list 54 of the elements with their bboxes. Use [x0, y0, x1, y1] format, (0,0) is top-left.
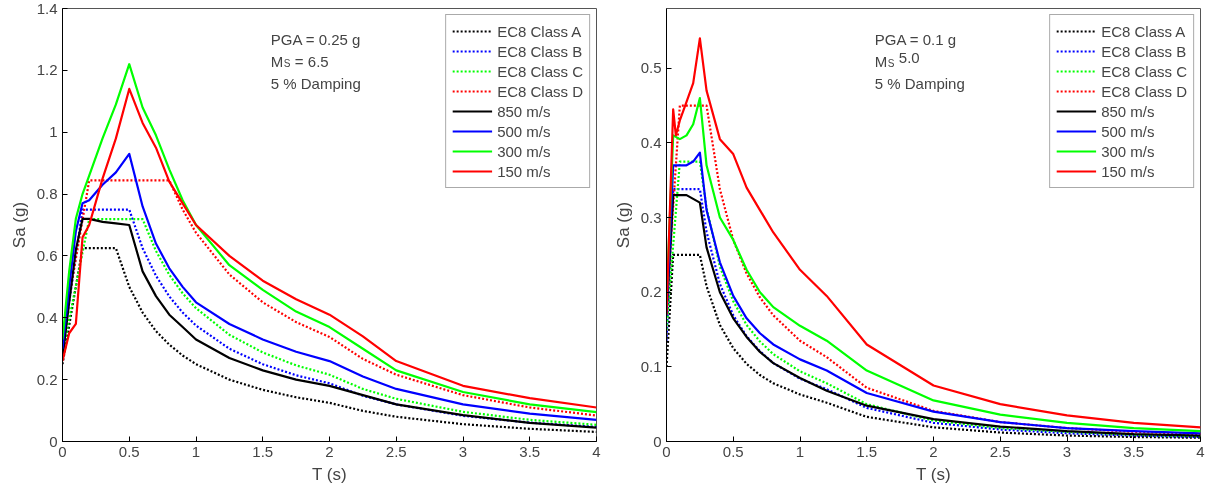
legend-label: 300 m/s — [1101, 142, 1155, 160]
x-tick-label: 4 — [1196, 442, 1205, 460]
x-tick-label: 4 — [592, 442, 601, 460]
y-tick-label: 1 — [49, 123, 58, 141]
y-tick-label: 0.3 — [640, 208, 662, 226]
legend-label: EC8 Class D — [1101, 82, 1187, 100]
annotation: 5 % Damping — [874, 74, 965, 92]
legend-label: 500 m/s — [497, 122, 551, 140]
legend-label: 300 m/s — [497, 142, 551, 160]
annotation: MS = 6.5 — [270, 52, 329, 70]
y-tick-label: 0.2 — [36, 370, 58, 388]
x-tick-label: 1.5 — [856, 442, 878, 460]
legend-label: EC8 Class D — [497, 82, 583, 100]
y-tick-label: 0.1 — [640, 357, 662, 375]
y-axis-title: Sa (g) — [613, 201, 633, 249]
y-tick-label: 0.6 — [36, 246, 58, 264]
y-tick-label: 1.4 — [36, 0, 58, 17]
x-tick-label: 0.5 — [722, 442, 744, 460]
x-tick-label: 1.5 — [252, 442, 274, 460]
x-tick-label: 3 — [1062, 442, 1072, 460]
legend-label: 150 m/s — [497, 162, 551, 180]
legend-label: EC8 Class A — [1101, 22, 1186, 40]
legend-label: 500 m/s — [1101, 122, 1155, 140]
y-tick-label: 1.2 — [36, 61, 58, 79]
legend-label: EC8 Class C — [1101, 62, 1187, 80]
y-tick-label: 0.5 — [640, 59, 662, 77]
y-tick-label: 0.2 — [640, 283, 662, 301]
annotation: PGA = 0.25 g — [270, 30, 361, 48]
annotation: PGA = 0.1 g — [874, 30, 957, 48]
x-axis-title: T (s) — [312, 464, 347, 484]
legend-label: EC8 Class C — [497, 62, 583, 80]
annotation: 5 % Damping — [270, 74, 361, 92]
x-tick-label: 2 — [325, 442, 334, 460]
y-tick-label: 0.4 — [640, 133, 662, 151]
x-tick-label: 1 — [191, 442, 201, 460]
x-tick-label: 2 — [929, 442, 938, 460]
x-tick-label: 3.5 — [1123, 442, 1145, 460]
x-tick-label: 1 — [795, 442, 805, 460]
annotation: MS 5.0 — [874, 48, 920, 70]
x-axis-title: T (s) — [916, 464, 951, 484]
y-axis-title: Sa (g) — [9, 201, 29, 249]
legend-label: EC8 Class B — [1101, 42, 1187, 60]
x-tick-label: 0.5 — [118, 442, 140, 460]
x-tick-label: 3 — [458, 442, 468, 460]
x-tick-label: 2.5 — [989, 442, 1011, 460]
legend-label: 150 m/s — [1101, 162, 1155, 180]
legend-label: 850 m/s — [1101, 102, 1155, 120]
x-tick-label: 2.5 — [385, 442, 407, 460]
legend-label: EC8 Class A — [497, 22, 582, 40]
legend-label: EC8 Class B — [497, 42, 583, 60]
x-tick-label: 3.5 — [519, 442, 541, 460]
y-tick-label: 0.4 — [36, 308, 58, 326]
y-tick-label: 0.8 — [36, 185, 58, 203]
legend-label: 850 m/s — [497, 102, 551, 120]
